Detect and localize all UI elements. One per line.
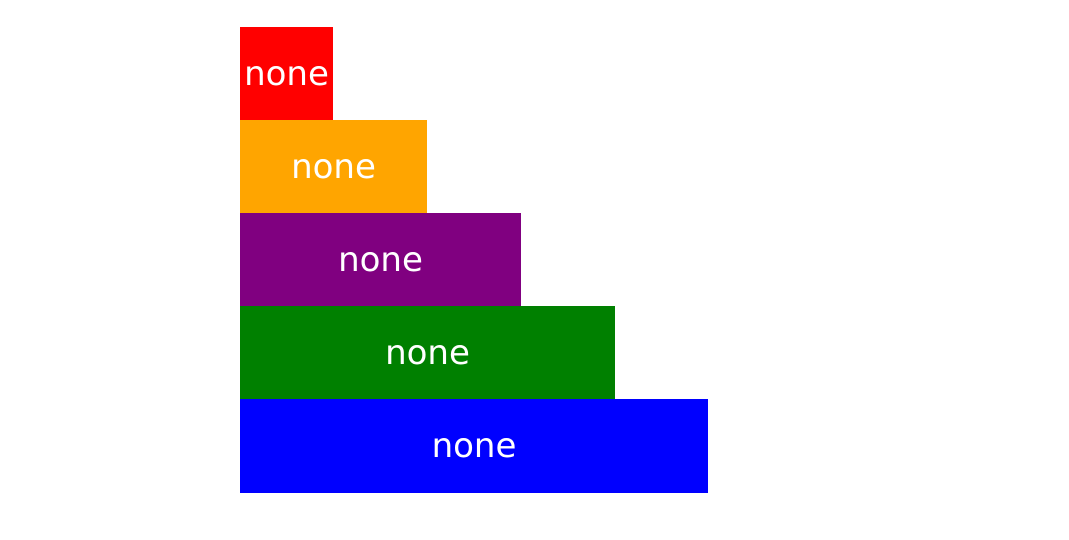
box-stack: none none none none none xyxy=(240,27,708,493)
orange-box: none xyxy=(240,120,427,214)
green-box: none xyxy=(240,306,615,400)
green-box-label: none xyxy=(385,333,470,373)
orange-box-label: none xyxy=(291,147,376,187)
red-box-label: none xyxy=(244,54,329,94)
purple-box: none xyxy=(240,213,521,307)
purple-box-label: none xyxy=(338,240,423,280)
red-box: none xyxy=(240,27,333,121)
blue-box: none xyxy=(240,399,708,493)
blue-box-label: none xyxy=(431,426,517,466)
